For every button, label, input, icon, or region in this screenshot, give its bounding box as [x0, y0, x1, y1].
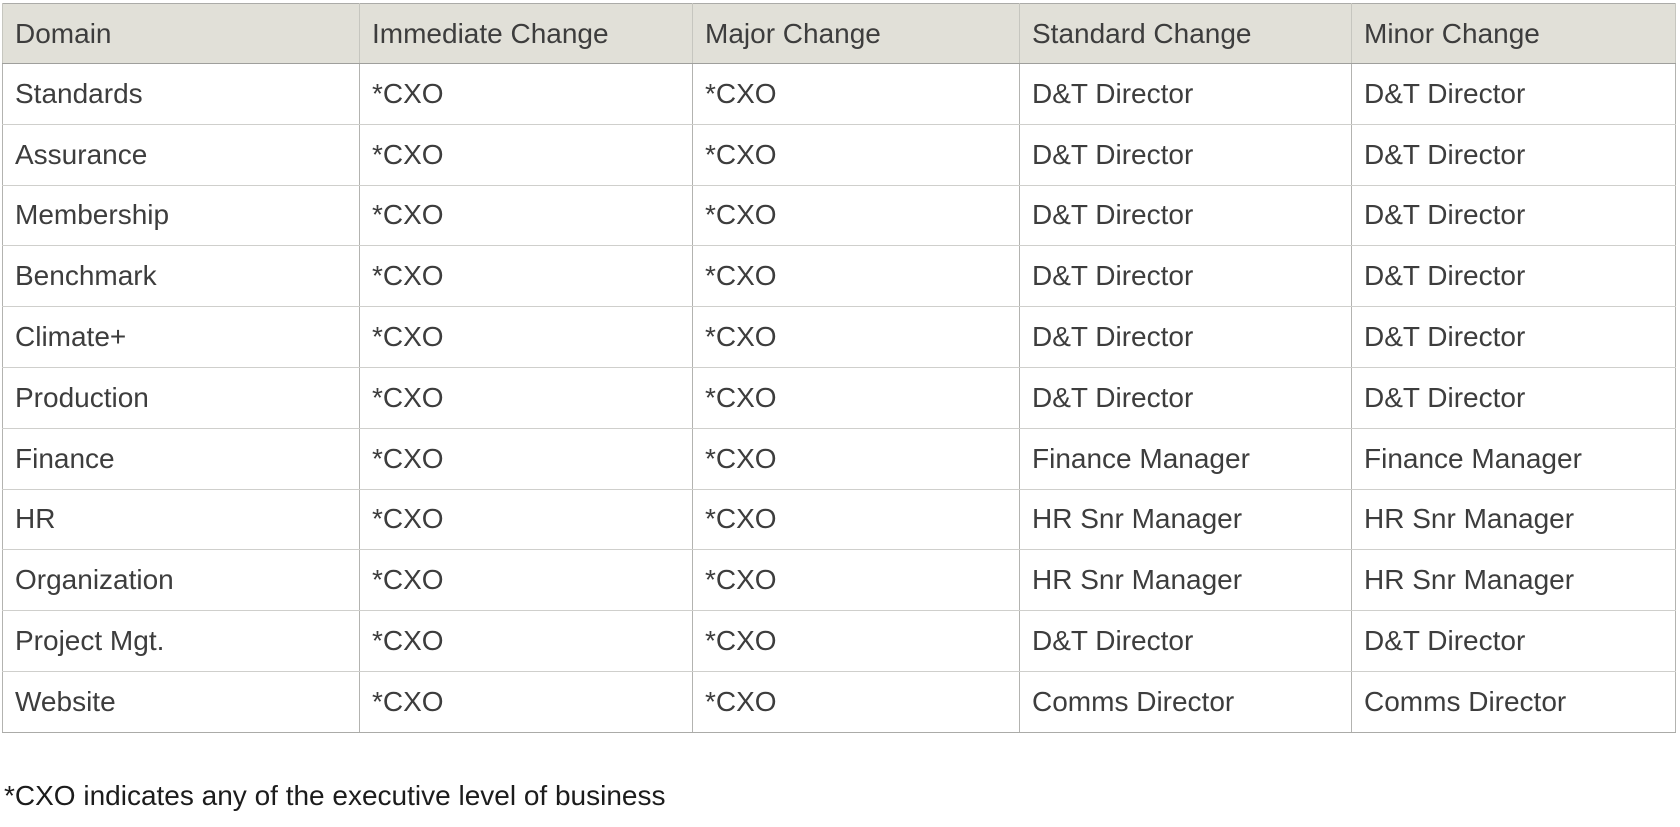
table-row: Membership *CXO *CXO D&T Director D&T Direct… — [2, 185, 1676, 247]
approver-cell: D&T Director — [1351, 367, 1676, 429]
approver-cell: *CXO — [692, 671, 1020, 733]
column-header-standard-change: Standard Change — [1019, 3, 1352, 64]
approver-cell: Finance Manager — [1351, 428, 1676, 490]
domain-cell: Website — [2, 671, 360, 733]
approver-cell: HR Snr Manager — [1351, 489, 1676, 551]
approver-cell: *CXO — [359, 367, 693, 429]
approver-cell: HR Snr Manager — [1019, 489, 1352, 551]
domain-cell: Membership — [2, 185, 360, 247]
approver-cell: Comms Director — [1351, 671, 1676, 733]
domain-cell: Project Mgt. — [2, 610, 360, 672]
approver-cell: *CXO — [692, 428, 1020, 490]
table-row: Finance *CXO *CXO Finance Manager Finance Ma… — [2, 428, 1676, 490]
approver-cell: *CXO — [692, 63, 1020, 125]
domain-cell: HR — [2, 489, 360, 551]
domain-cell: Standards — [2, 63, 360, 125]
cxo-footnote: *CXO indicates any of the executive leve… — [4, 779, 666, 811]
header-row: Domain Immediate Change Major Change Sta… — [2, 3, 1676, 64]
approver-cell: D&T Director — [1019, 610, 1352, 672]
approver-cell: HR Snr Manager — [1351, 549, 1676, 612]
domain-cell: Finance — [2, 428, 360, 490]
change-approval-matrix-table: Domain Immediate Change Major Change Sta… — [2, 3, 1676, 733]
table-row: Organization *CXO *CXO HR Snr Manager HR Snr… — [2, 549, 1676, 612]
approver-cell: D&T Director — [1019, 367, 1352, 429]
approver-cell: D&T Director — [1351, 63, 1676, 125]
approver-cell: *CXO — [359, 489, 693, 551]
approver-cell: Finance Manager — [1019, 428, 1352, 490]
domain-cell: Climate+ — [2, 306, 360, 368]
column-header-immediate-change: Immediate Change — [359, 3, 693, 64]
approver-cell: *CXO — [359, 245, 693, 308]
approver-cell: *CXO — [359, 185, 693, 247]
approver-cell: *CXO — [692, 367, 1020, 429]
table-row: Assurance *CXO *CXO D&T Director D&T Directo… — [2, 124, 1676, 186]
approver-cell: *CXO — [692, 245, 1020, 308]
approver-cell: *CXO — [692, 549, 1020, 612]
table-header: Domain Immediate Change Major Change Sta… — [2, 3, 1676, 64]
domain-cell: Assurance — [2, 124, 360, 186]
table-row: Production *CXO *CXO D&T Director D&T Direct… — [2, 367, 1676, 429]
approver-cell: D&T Director — [1019, 185, 1352, 247]
table-row: Standards *CXO *CXO D&T Director D&T Directo… — [2, 63, 1676, 125]
approver-cell: *CXO — [359, 63, 693, 125]
domain-cell: Benchmark — [2, 245, 360, 308]
domain-cell: Organization — [2, 549, 360, 612]
approver-cell: *CXO — [692, 124, 1020, 186]
approver-cell: D&T Director — [1019, 245, 1352, 308]
column-header-major-change: Major Change — [692, 3, 1020, 64]
approver-cell: *CXO — [692, 185, 1020, 247]
table-body: Standards *CXO *CXO D&T Director D&T Directo… — [2, 63, 1676, 733]
approver-cell: *CXO — [692, 610, 1020, 672]
column-header-domain: Domain — [2, 3, 360, 64]
table-row: Website *CXO *CXO Comms Director Comms Direc… — [2, 671, 1676, 733]
approver-cell: D&T Director — [1351, 185, 1676, 247]
table-row: Benchmark *CXO *CXO D&T Director D&T Directo… — [2, 245, 1676, 308]
approver-cell: D&T Director — [1351, 124, 1676, 186]
table-row: Climate+ *CXO *CXO D&T Director D&T Director — [2, 306, 1676, 368]
approver-cell: *CXO — [359, 549, 693, 612]
approver-cell: D&T Director — [1019, 306, 1352, 368]
column-header-minor-change: Minor Change — [1351, 3, 1676, 64]
approver-cell: *CXO — [359, 671, 693, 733]
approver-cell: *CXO — [359, 306, 693, 368]
approver-cell: D&T Director — [1351, 306, 1676, 368]
approver-cell: *CXO — [692, 306, 1020, 368]
approver-cell: Comms Director — [1019, 671, 1352, 733]
approver-cell: *CXO — [692, 489, 1020, 551]
approver-cell: *CXO — [359, 124, 693, 186]
approver-cell: D&T Director — [1351, 610, 1676, 672]
approver-cell: D&T Director — [1351, 245, 1676, 308]
table-row: HR *CXO *CXO HR Snr Manager HR Snr Manager — [2, 489, 1676, 551]
table-row: Project Mgt. *CXO *CXO D&T Director D&T Dire… — [2, 610, 1676, 672]
approver-cell: *CXO — [359, 428, 693, 490]
domain-cell: Production — [2, 367, 360, 429]
approver-cell: *CXO — [359, 610, 693, 672]
approver-cell: D&T Director — [1019, 63, 1352, 125]
approver-cell: HR Snr Manager — [1019, 549, 1352, 612]
approver-cell: D&T Director — [1019, 124, 1352, 186]
